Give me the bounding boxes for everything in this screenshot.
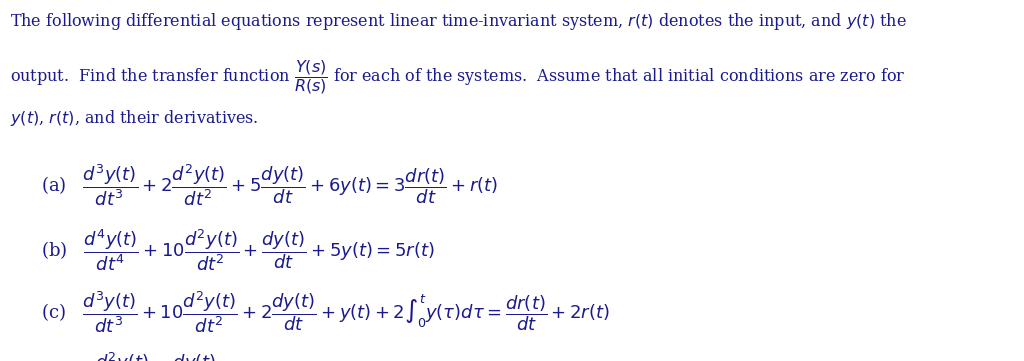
Text: output.  Find the transfer function $\dfrac{Y(s)}{R(s)}$ for each of the systems: output. Find the transfer function $\dfr… (10, 58, 905, 96)
Text: $y(t)$, $r(t)$, and their derivatives.: $y(t)$, $r(t)$, and their derivatives. (10, 108, 259, 128)
Text: (a)   $\dfrac{d^3y(t)}{dt^3} + 2\dfrac{d^2y(t)}{dt^2} + 5\dfrac{dy(t)}{dt} + 6y(: (a) $\dfrac{d^3y(t)}{dt^3} + 2\dfrac{d^2… (41, 162, 498, 208)
Text: (d)   $2\dfrac{d^2y(t)}{dt^2} + \dfrac{dy(t)}{dt} + 5y(t) = r(t) + 2r(t-1)$: (d) $2\dfrac{d^2y(t)}{dt^2} + \dfrac{dy(… (41, 350, 430, 361)
Text: (b)   $\dfrac{d^4y(t)}{dt^4} + 10\dfrac{d^2y(t)}{dt^2} + \dfrac{dy(t)}{dt} + 5y(: (b) $\dfrac{d^4y(t)}{dt^4} + 10\dfrac{d^… (41, 227, 434, 273)
Text: The following differential equations represent linear time-invariant system, $r(: The following differential equations rep… (10, 11, 907, 32)
Text: (c)   $\dfrac{d^3y(t)}{dt^3} + 10\dfrac{d^2y(t)}{dt^2} + 2\dfrac{dy(t)}{dt} + y(: (c) $\dfrac{d^3y(t)}{dt^3} + 10\dfrac{d^… (41, 289, 610, 335)
